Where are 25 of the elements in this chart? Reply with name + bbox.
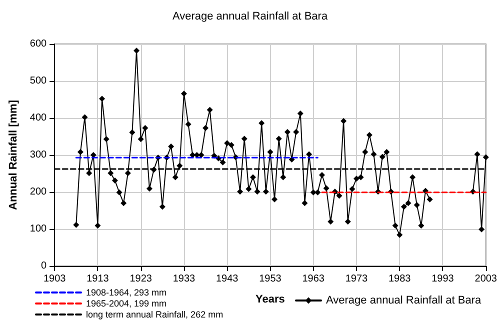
x-tick-label: 2003 [474,274,498,284]
y-axis-title: Annual Rainfall [mm] [8,100,20,210]
y-tick-label: 400 [30,112,48,124]
x-tick-label: 1903 [43,274,66,284]
x-tick-label: 1993 [432,274,454,284]
x-tick-label: 1983 [388,274,412,284]
x-tick-label: 1933 [172,274,196,284]
x-tick-label: 1943 [216,274,239,284]
y-tick-label: 600 [30,38,48,50]
x-axis-title: Years [256,294,285,306]
y-tick-label: 500 [30,76,48,86]
legend-label: 1965-2004, 199 mm [86,298,167,308]
x-tick-label: 1923 [130,274,152,284]
legend-label: Average annual Rainfall at Bara [326,294,482,306]
x-tick-label: 1953 [259,274,282,284]
x-tick-label: 1913 [86,274,110,284]
x-tick-label: 1963 [302,274,325,284]
legend-label: long term annual Rainfall, 262 mm [86,310,224,320]
y-tick-label: 300 [30,150,48,160]
x-tick-label: 1973 [345,274,368,284]
y-tick-label: 200 [30,186,48,198]
y-tick-label: 0 [41,260,48,272]
y-tick-label: 100 [30,224,48,234]
legend-label: 1908-1964, 293 mm [86,288,167,298]
chart-title: Average annual Rainfall at Bara [172,10,328,22]
